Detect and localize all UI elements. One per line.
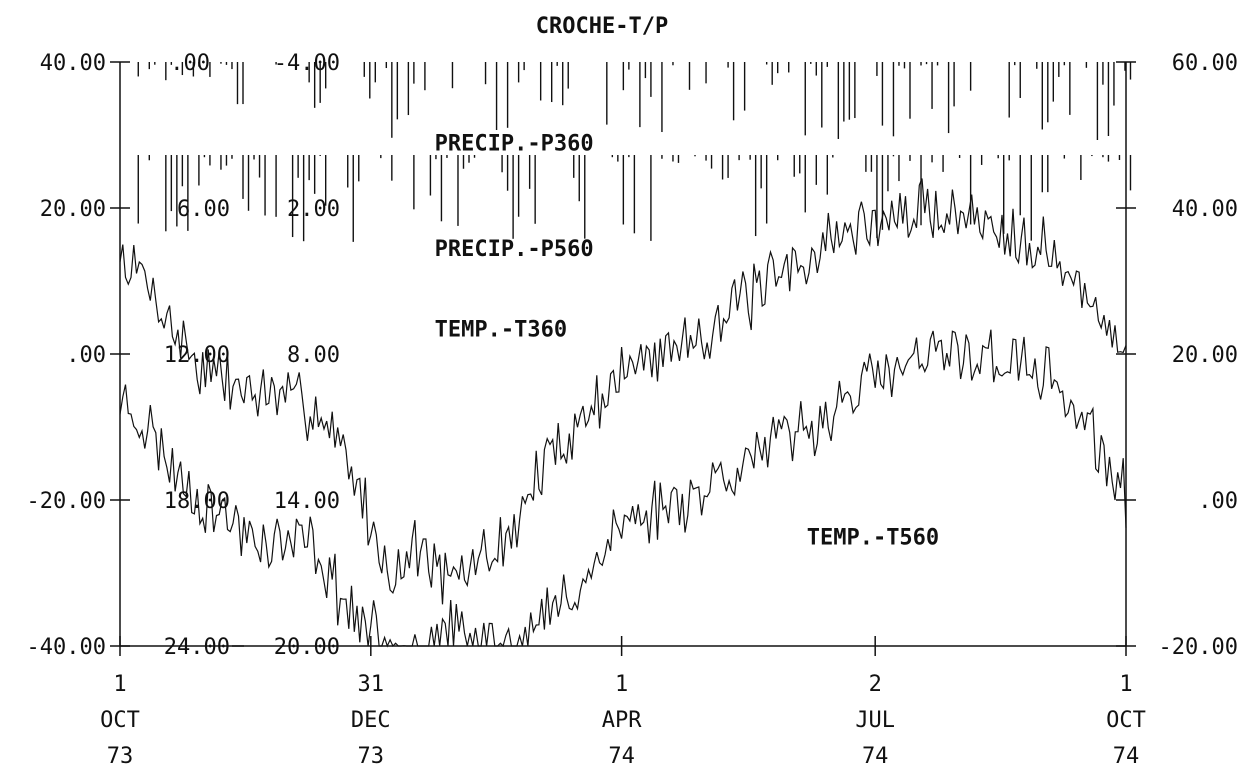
annotation-1: PRECIP.-P560 [435,237,594,262]
inner-scale-1-label-4: 24.00 [164,635,230,660]
x-tick-label-0-0: 1 [113,672,126,697]
x-tick-label-0-2: 73 [107,744,134,769]
inner-scale-2-label-0: -4.00 [274,51,340,76]
right-tick-label-0: 60.00 [1172,51,1238,76]
inner-scale-2-label-4: 20.00 [274,635,340,660]
x-tick-label-2-0: 1 [615,672,628,697]
series-layer [119,62,1132,648]
x-tick-label-1-2: 73 [358,744,385,769]
inner-scale-1-label-3: 18.00 [164,489,230,514]
left-tick-label-3: -20.00 [27,489,106,514]
right-tick-label-3: .00 [1198,489,1238,514]
series-line-3 [119,329,1127,648]
x-tick-label-1-1: DEC [351,708,391,733]
left-tick-label-0: 40.00 [40,51,106,76]
annotation-3: TEMP.-T560 [807,526,939,551]
x-tick-label-3-2: 74 [862,744,889,769]
x-tick-label-4-0: 1 [1119,672,1132,697]
x-tick-label-3-1: JUL [855,708,895,733]
x-tick-label-4-2: 74 [1113,744,1140,769]
chart-title: CROCHE-T/P [536,14,668,39]
axes-layer [110,61,1136,656]
right-tick-label-4: -20.00 [1159,635,1238,660]
right-tick-label-1: 40.00 [1172,197,1238,222]
left-tick-label-1: 20.00 [40,197,106,222]
annotation-2: TEMP.-T360 [435,317,567,342]
left-tick-label-2: .00 [66,343,106,368]
inner-scale-1-label-1: 6.00 [177,197,230,222]
inner-scale-2-label-2: 8.00 [287,343,340,368]
x-tick-label-1-0: 31 [358,672,385,697]
labels-layer: 40.00 20.00 .00 -20.00 -40.00 60.00 40.00 20.00… [27,51,1238,769]
x-tick-label-4-1: OCT [1106,708,1146,733]
x-tick-label-3-0: 2 [869,672,882,697]
inner-scale-1-label-0: .00 [170,51,210,76]
left-tick-label-4: -40.00 [27,635,106,660]
inner-scale-1-label-2: 12.00 [164,343,230,368]
annotation-0: PRECIP.-P360 [435,131,594,156]
inner-scale-2-label-3: 14.00 [274,489,340,514]
x-tick-label-0-1: OCT [100,708,140,733]
x-tick-label-2-1: APR [602,708,642,733]
x-tick-label-2-2: 74 [608,744,635,769]
series-line-2 [119,178,1127,605]
inner-scale-2-label-1: 2.00 [287,197,340,222]
right-tick-label-2: 20.00 [1172,343,1238,368]
